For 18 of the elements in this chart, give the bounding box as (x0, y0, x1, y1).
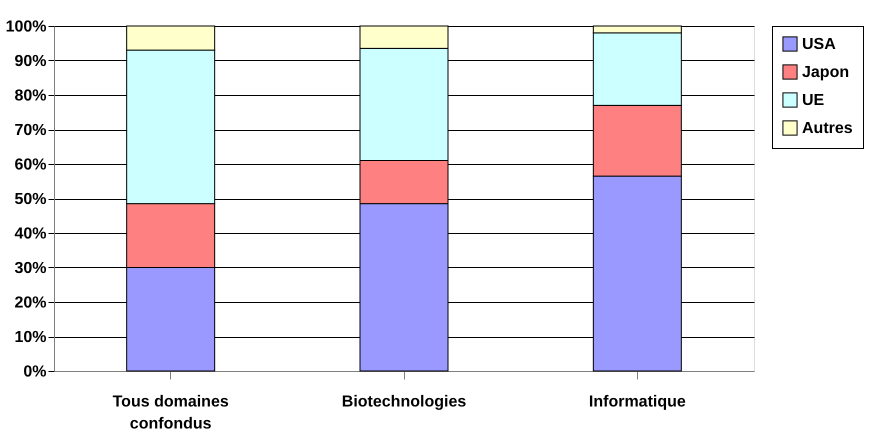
y-tick-label: 50% (14, 191, 46, 208)
y-tick-label: 30% (14, 260, 46, 277)
y-tick-label: 10% (14, 329, 46, 346)
x-tick-label: Tous domaines confondus (112, 394, 229, 432)
y-tick-label: 100% (6, 18, 46, 36)
y-tick-label: 80% (14, 88, 46, 104)
y-tick-label: 0% (23, 364, 46, 380)
y-tick-label: 60% (14, 156, 46, 174)
legend-label: UE (802, 92, 825, 109)
y-tick-label: 70% (14, 122, 46, 139)
x-tick-label: Informatique (588, 394, 686, 410)
legend-label: USA (802, 36, 836, 53)
x-tick-label: Biotechnologies (342, 394, 466, 410)
legend-label: Japon (802, 64, 850, 81)
y-tick-label: 20% (14, 294, 46, 312)
y-tick-label: 40% (14, 226, 46, 242)
y-tick-label: 90% (14, 53, 46, 70)
legend-label: Autres (802, 120, 853, 137)
